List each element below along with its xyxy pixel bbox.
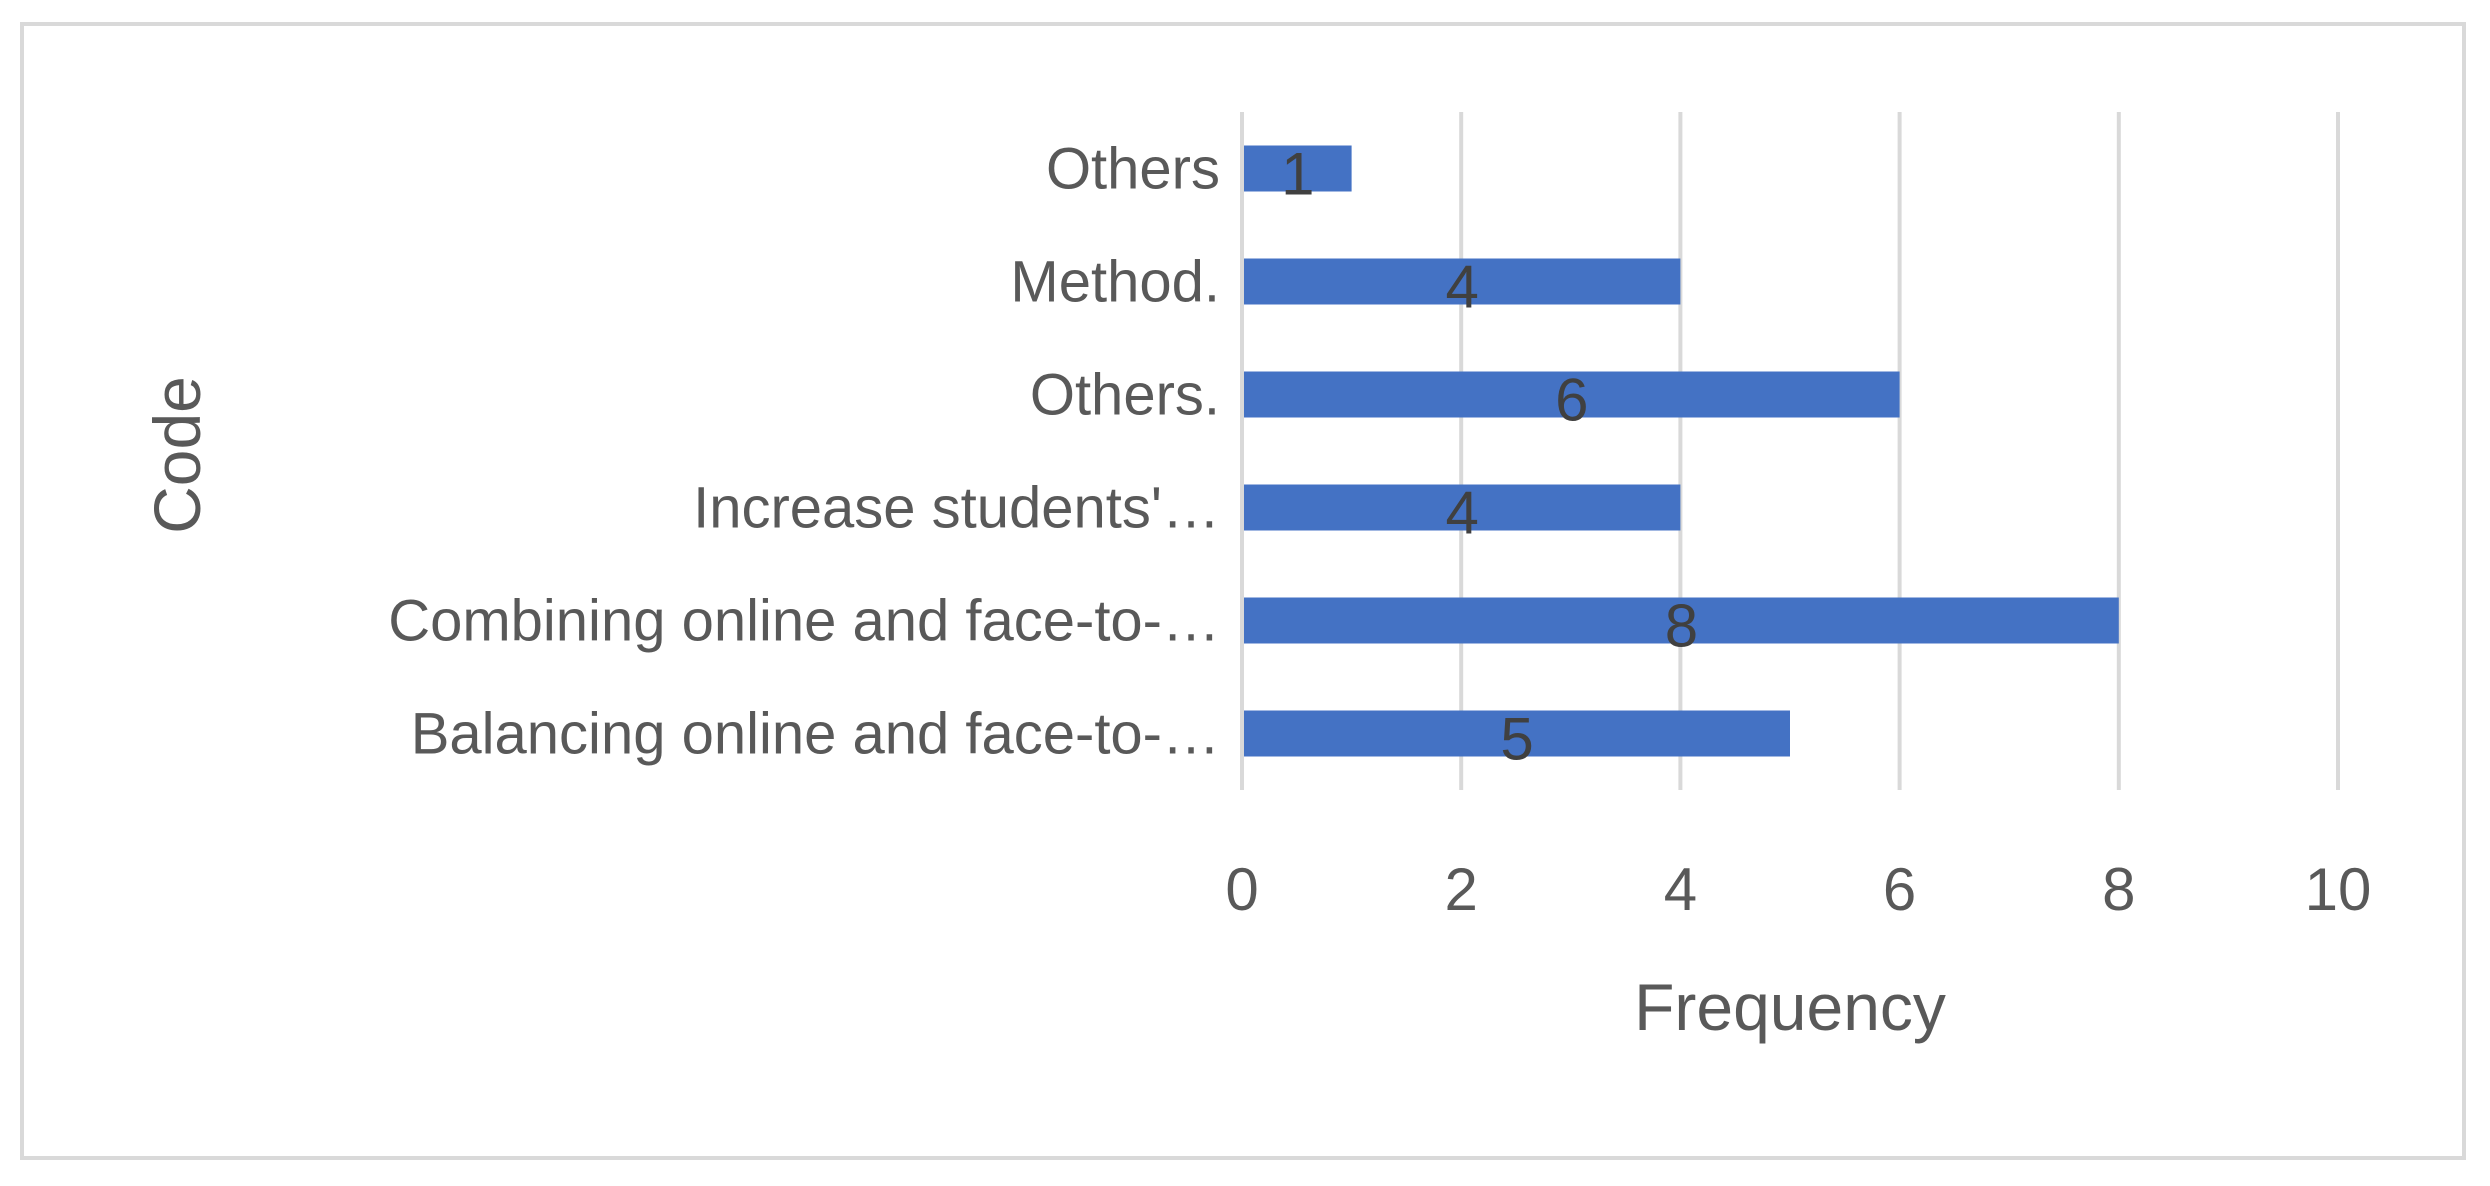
category-label-2: Method. <box>1010 250 1220 315</box>
category-label-6: Balancing online and face-to-… <box>411 702 1220 767</box>
data-label-5: 8 <box>1665 593 1698 660</box>
x-tick-labels: 0 2 4 6 8 10 <box>1225 856 2371 923</box>
gridlines <box>1240 112 2340 790</box>
data-label-6: 5 <box>1500 706 1533 773</box>
y-axis-title: Code <box>140 376 214 534</box>
bar-5 <box>1244 597 2119 644</box>
category-label-3: Others. <box>1030 363 1220 428</box>
x-axis-title: Frequency <box>1634 970 1946 1044</box>
bar-2 <box>1244 258 1681 305</box>
bar-3 <box>1244 371 1900 418</box>
x-tick-label-2: 2 <box>1445 856 1478 923</box>
category-label-5: Combining online and face-to-… <box>388 589 1220 654</box>
bar-1 <box>1244 145 1352 192</box>
x-tick-label-6: 6 <box>1883 856 1916 923</box>
bars <box>1244 145 2119 757</box>
category-label-1: Others <box>1046 137 1220 202</box>
bar-4 <box>1244 484 1681 531</box>
bar-6 <box>1244 710 1790 757</box>
data-label-1: 1 <box>1281 141 1314 208</box>
data-label-4: 4 <box>1446 480 1479 547</box>
data-labels: 1 4 6 4 8 5 <box>1281 141 1698 773</box>
data-label-3: 6 <box>1555 367 1588 434</box>
category-label-4: Increase students'… <box>693 476 1220 541</box>
x-tick-label-0: 0 <box>1225 856 1258 923</box>
x-tick-label-4: 4 <box>1664 856 1697 923</box>
category-labels: Others Method. Others. Increase students'… C… <box>388 137 1220 767</box>
x-tick-label-8: 8 <box>2102 856 2135 923</box>
data-label-2: 4 <box>1446 254 1479 321</box>
x-tick-label-10: 10 <box>2305 856 2372 923</box>
